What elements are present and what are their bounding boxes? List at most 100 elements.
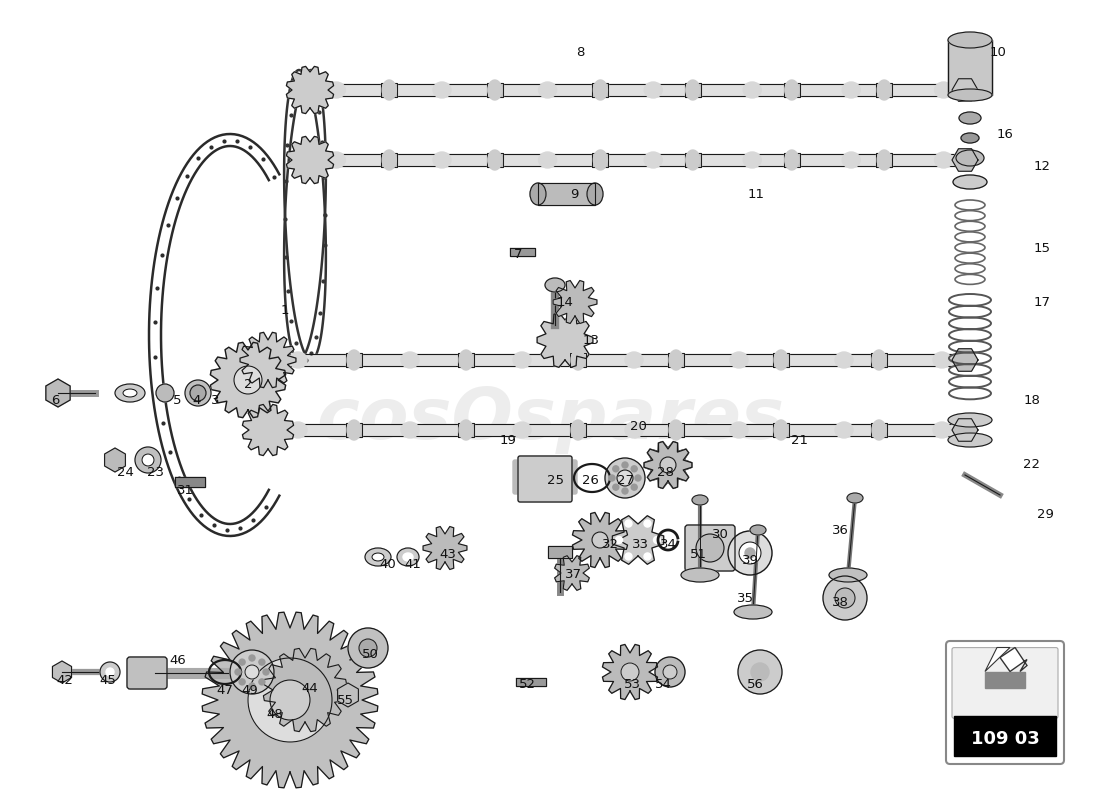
Circle shape xyxy=(644,553,651,560)
Text: 47: 47 xyxy=(217,683,233,697)
Text: 5: 5 xyxy=(173,394,182,406)
Circle shape xyxy=(631,466,637,472)
Polygon shape xyxy=(871,353,887,367)
Circle shape xyxy=(613,466,619,472)
Polygon shape xyxy=(685,83,701,97)
Circle shape xyxy=(609,475,615,481)
Polygon shape xyxy=(784,83,800,97)
Ellipse shape xyxy=(784,80,799,100)
Polygon shape xyxy=(510,248,535,256)
Ellipse shape xyxy=(513,352,531,368)
Polygon shape xyxy=(553,281,597,323)
Polygon shape xyxy=(685,153,701,167)
Text: 38: 38 xyxy=(832,595,848,609)
Polygon shape xyxy=(952,418,978,442)
Circle shape xyxy=(617,470,632,486)
Ellipse shape xyxy=(961,133,979,143)
Circle shape xyxy=(616,537,623,543)
Text: 25: 25 xyxy=(547,474,563,486)
Polygon shape xyxy=(554,556,590,590)
Text: 109 03: 109 03 xyxy=(970,730,1040,748)
Text: 55: 55 xyxy=(337,694,353,706)
FancyBboxPatch shape xyxy=(513,460,529,494)
Polygon shape xyxy=(286,137,333,183)
Ellipse shape xyxy=(829,568,867,582)
Ellipse shape xyxy=(959,112,981,124)
Ellipse shape xyxy=(403,553,412,561)
Ellipse shape xyxy=(402,422,419,438)
Polygon shape xyxy=(458,353,474,367)
Polygon shape xyxy=(952,149,978,171)
Ellipse shape xyxy=(872,420,886,440)
FancyBboxPatch shape xyxy=(518,456,572,502)
Ellipse shape xyxy=(459,420,473,440)
Ellipse shape xyxy=(142,454,154,466)
Ellipse shape xyxy=(513,422,531,438)
Circle shape xyxy=(644,520,651,527)
Polygon shape xyxy=(984,647,1010,671)
Circle shape xyxy=(234,366,262,394)
Bar xyxy=(984,671,1025,687)
Text: 33: 33 xyxy=(631,538,649,551)
Ellipse shape xyxy=(571,420,585,440)
Polygon shape xyxy=(538,183,595,205)
Text: 51: 51 xyxy=(690,549,706,562)
Polygon shape xyxy=(668,353,684,367)
Circle shape xyxy=(621,663,639,681)
Polygon shape xyxy=(487,153,503,167)
Ellipse shape xyxy=(877,80,891,100)
Ellipse shape xyxy=(654,657,685,687)
Text: 23: 23 xyxy=(146,466,164,479)
Text: 13: 13 xyxy=(583,334,600,346)
Text: 31: 31 xyxy=(176,483,194,497)
Text: 15: 15 xyxy=(1034,242,1050,254)
Text: 19: 19 xyxy=(499,434,516,446)
Ellipse shape xyxy=(382,80,396,100)
Ellipse shape xyxy=(948,433,992,447)
Polygon shape xyxy=(240,332,296,388)
Ellipse shape xyxy=(935,152,953,168)
Ellipse shape xyxy=(328,152,345,168)
Ellipse shape xyxy=(933,352,952,368)
Polygon shape xyxy=(871,423,887,437)
Polygon shape xyxy=(784,153,800,167)
Text: 48: 48 xyxy=(266,709,284,722)
Polygon shape xyxy=(310,84,970,96)
Text: 52: 52 xyxy=(518,678,536,691)
Text: 39: 39 xyxy=(741,554,758,566)
Circle shape xyxy=(156,384,174,402)
Text: 20: 20 xyxy=(629,421,647,434)
Ellipse shape xyxy=(835,352,852,368)
Ellipse shape xyxy=(872,350,886,370)
Text: 37: 37 xyxy=(564,569,582,582)
Polygon shape xyxy=(270,354,970,366)
Polygon shape xyxy=(593,153,608,167)
Circle shape xyxy=(631,484,637,490)
Polygon shape xyxy=(263,648,346,732)
Ellipse shape xyxy=(587,183,603,205)
Circle shape xyxy=(605,458,645,498)
Ellipse shape xyxy=(625,422,644,438)
Ellipse shape xyxy=(433,152,451,168)
Circle shape xyxy=(248,658,332,742)
Text: 34: 34 xyxy=(660,538,676,551)
Ellipse shape xyxy=(669,350,683,370)
Text: 50: 50 xyxy=(362,649,378,662)
Ellipse shape xyxy=(685,80,700,100)
Text: 9: 9 xyxy=(570,189,579,202)
Ellipse shape xyxy=(487,150,502,170)
Text: 32: 32 xyxy=(602,538,618,551)
Ellipse shape xyxy=(692,495,708,505)
Ellipse shape xyxy=(328,82,345,98)
Polygon shape xyxy=(210,342,286,418)
Circle shape xyxy=(100,662,120,682)
Polygon shape xyxy=(952,349,978,371)
Polygon shape xyxy=(645,442,692,489)
Circle shape xyxy=(359,639,377,657)
Ellipse shape xyxy=(397,548,419,566)
Circle shape xyxy=(739,542,761,564)
Polygon shape xyxy=(613,516,663,564)
Circle shape xyxy=(592,532,608,548)
Circle shape xyxy=(235,669,241,675)
Circle shape xyxy=(613,484,619,490)
